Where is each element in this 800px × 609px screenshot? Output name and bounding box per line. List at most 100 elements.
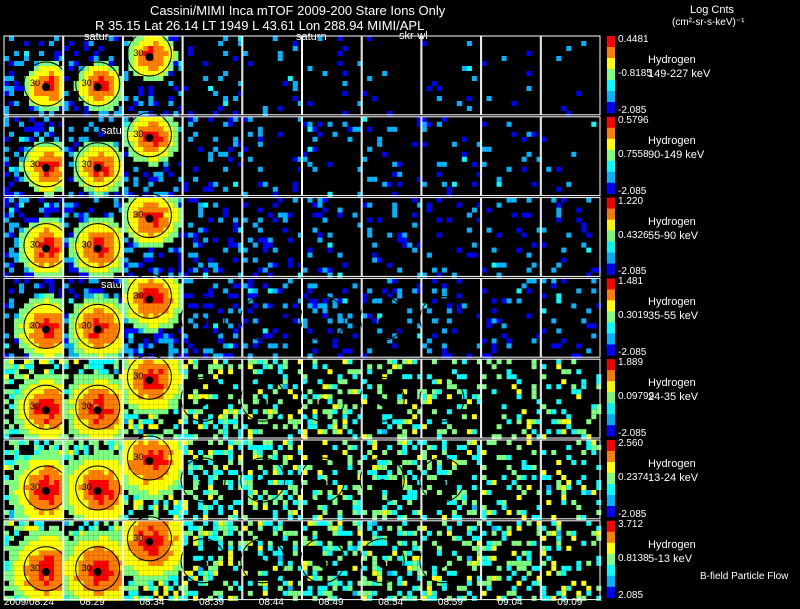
panel-r4-c4 (240, 358, 303, 440)
panel-r6-c0 (3, 520, 69, 601)
contour-label: 30 (30, 401, 40, 411)
panel-r2-c2 (122, 193, 184, 278)
panel-r0-c4 (242, 35, 303, 116)
satur-tag: satur (84, 31, 109, 43)
colorbar-2 (607, 197, 615, 275)
panel-r0-c2 (122, 31, 184, 116)
panel-r5-c5 (300, 439, 363, 520)
colorbar-mid: 0.7558 (618, 148, 649, 160)
panel-r2-c9 (540, 197, 602, 278)
chart-subtitle: R 35.15 Lat 26.14 LT 1949 L 43.61 Lon 28… (95, 18, 425, 33)
colorbar-max: 3.712 (618, 518, 644, 530)
energy-range: 149-227 keV (648, 68, 711, 80)
panel-r0-c1 (63, 35, 124, 116)
contour-label: 30 (82, 320, 92, 330)
panel-r6-c1 (63, 520, 124, 601)
panel-r3-c3 (180, 277, 244, 359)
panel-r2-c1 (63, 197, 124, 278)
species-label: Hydrogen (648, 377, 696, 390)
contour-label: 30 (82, 78, 92, 88)
contour-label: 30 (30, 563, 40, 573)
time-tick-label: 2009/08:24 (4, 597, 55, 608)
contour-label: 30 (30, 240, 40, 250)
colorbar-min: -2.085 (618, 428, 647, 439)
panel-r0-c3 (182, 35, 244, 116)
panel-r6-c6 (359, 520, 423, 601)
panel-r6-c8 (481, 520, 542, 601)
contour-label: 30 (133, 290, 143, 300)
panel-r3-c9 (540, 277, 602, 359)
contour-label: 30 (82, 159, 92, 169)
species-label: Hydrogen (648, 538, 696, 551)
energy-range: 5-13 keV (648, 552, 693, 565)
panel-r0-c8 (481, 35, 541, 116)
panel-r4-c1 (63, 358, 124, 440)
colorbar-3 (607, 278, 615, 356)
colorbar-min: -2.085 (618, 185, 647, 197)
contour-label: 30 (30, 78, 40, 88)
time-tick-label: 08:29 (79, 597, 105, 608)
panel-r2-c4 (242, 197, 303, 278)
panel-r3-c8 (481, 277, 542, 359)
colorbar-mid: -0.8185 (618, 68, 652, 79)
panel-r1-c0 (3, 116, 69, 197)
energy-range: 90-149 keV (648, 148, 705, 161)
colorbar-min: 2.085 (618, 589, 644, 601)
panel-r5-c6 (359, 439, 423, 520)
panel-r5-c3 (180, 439, 244, 520)
panel-r4-c8 (481, 358, 542, 440)
contour-label: 30 (133, 210, 143, 220)
panel-r6-c3 (180, 520, 244, 601)
panel-r2-c0 (3, 197, 69, 278)
contour-label: 30 (82, 482, 92, 492)
panel-r2-c5 (302, 197, 363, 278)
panel-r6-c9 (540, 520, 602, 601)
contour-label: 30 (133, 48, 143, 58)
time-tick-label: 08:39 (199, 597, 225, 608)
energy-range: 55-90 keV (648, 229, 699, 242)
colorbar-max: 1.481 (618, 276, 644, 288)
colorbar-mid: 0.09799 (618, 391, 655, 403)
panel-r1-c9 (540, 116, 601, 197)
time-tick-label: 08:54 (378, 597, 404, 608)
panel-r3-c0 (3, 277, 69, 359)
panel-r3-c7 (419, 277, 482, 359)
panel-r5-c2 (122, 435, 184, 520)
contour-label: 30 (82, 240, 92, 250)
time-tick-label: 09:09 (557, 597, 583, 608)
contour-label: 30 (133, 533, 143, 543)
panel-r4-c7 (419, 358, 482, 440)
contour-label: 30 (30, 159, 40, 169)
colorbar-max: 1.889 (618, 357, 644, 369)
contour-label: 30 (30, 482, 40, 492)
panel-r1-c2 (122, 112, 184, 197)
panel-r0-c0 (3, 35, 69, 116)
panel-r3-c4 (240, 277, 303, 359)
panel-r0-c7 (421, 35, 482, 116)
species-label: Hydrogen (648, 54, 696, 66)
panel-r6-c2 (122, 516, 184, 601)
time-tick-label: 09:04 (497, 597, 523, 608)
panel-r3-c6 (359, 277, 423, 359)
time-tick-label: 08:44 (258, 597, 284, 608)
panel-r6-c5 (300, 520, 363, 601)
panel-r1-c5 (302, 116, 363, 197)
colorbar-1 (607, 116, 615, 194)
energy-range: 24-35 keV (648, 391, 699, 404)
colorbar-max: 0.4481 (618, 34, 649, 45)
colorbar-mid: 0.2374 (618, 472, 649, 483)
panel-r6-c7 (419, 520, 482, 601)
panel-r6-c4 (240, 520, 303, 601)
panel-r1-c8 (481, 116, 542, 197)
contour-label: 30 (133, 129, 143, 139)
panel-r5-c1 (63, 439, 124, 520)
species-label: Hydrogen (648, 215, 696, 228)
time-tick-label: 08:34 (139, 597, 165, 608)
panel-r2-c8 (481, 197, 542, 278)
panel-r1-c4 (242, 116, 303, 197)
colorbar-min: -2.085 (618, 104, 647, 116)
energy-range: 35-55 keV (648, 310, 699, 323)
panel-r2-c6 (361, 197, 423, 278)
panel-r3-c5 (300, 277, 362, 359)
